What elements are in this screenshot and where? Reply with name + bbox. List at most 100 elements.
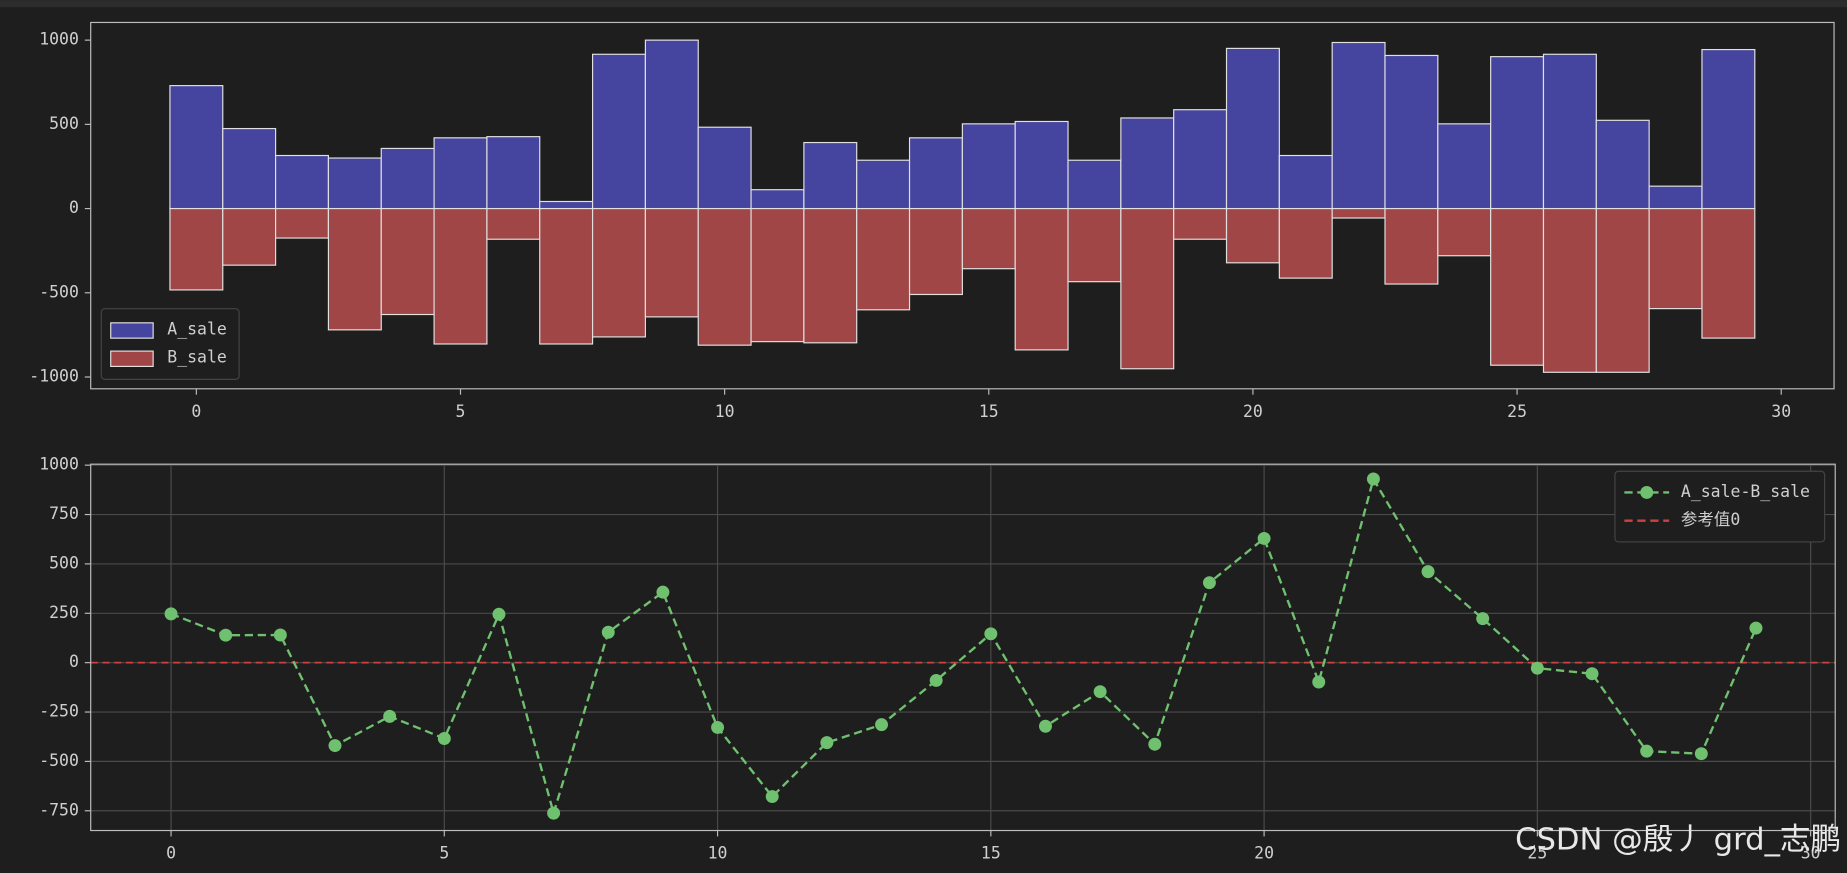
bar [380, 207, 435, 316]
bar [275, 154, 330, 210]
bar [1542, 207, 1597, 373]
x-tick-label: 30 [1801, 844, 1821, 863]
bar [380, 147, 435, 210]
marker [1421, 565, 1435, 579]
watermark: CSDN @殷丿 grd_志鹏 [1515, 823, 1841, 858]
bar [1278, 207, 1333, 279]
marker [601, 625, 615, 639]
bar [1437, 207, 1492, 257]
bar [1701, 207, 1756, 339]
marker [711, 720, 725, 734]
bar [275, 207, 330, 239]
bar [1490, 56, 1545, 210]
bar [486, 136, 541, 210]
bar [591, 53, 646, 210]
y-tick-label: -1000 [29, 367, 79, 386]
y-tick-label: 500 [49, 553, 79, 572]
marker [656, 585, 670, 599]
axes-frame [90, 21, 1835, 390]
x-tick-label: 5 [439, 844, 449, 863]
bar [750, 189, 805, 210]
bar [856, 207, 911, 311]
y-tick-label: -250 [39, 702, 79, 721]
bar [961, 123, 1016, 210]
y-tick-label: 0 [69, 652, 79, 671]
bar [1173, 207, 1228, 240]
marker [328, 739, 342, 753]
marker [929, 673, 943, 687]
bar [222, 127, 277, 210]
marker [547, 806, 561, 820]
bar [803, 207, 858, 344]
marker [984, 627, 998, 641]
x-tick-label: 15 [981, 844, 1001, 863]
x-tick-label: 25 [1507, 402, 1527, 421]
marker [437, 732, 451, 745]
bar [1595, 119, 1650, 210]
marker [164, 607, 178, 621]
bar [1331, 207, 1386, 219]
x-tick-label: 10 [715, 402, 735, 421]
bar [1595, 207, 1650, 373]
marker [1312, 675, 1326, 689]
bar [1120, 117, 1175, 210]
bar [1225, 207, 1280, 264]
bar [644, 39, 699, 210]
axes-frame [90, 463, 1836, 832]
bar [1648, 207, 1703, 310]
x-tick-label: 20 [1243, 402, 1263, 421]
bar [856, 159, 911, 210]
bar [1384, 207, 1439, 285]
data-line [170, 475, 1758, 818]
legend-swatch [110, 322, 154, 339]
y-tick-label: -750 [39, 800, 79, 819]
marker [1148, 737, 1162, 751]
y-tick-label: -500 [39, 282, 79, 301]
y-tick-label: -500 [39, 751, 79, 770]
bar [486, 207, 541, 240]
x-tick-label: 30 [1771, 402, 1791, 421]
marker [492, 607, 506, 621]
y-tick-label: 750 [49, 504, 79, 523]
bar [750, 207, 805, 343]
bar [433, 137, 488, 210]
marker [1530, 661, 1544, 675]
marker [219, 628, 233, 642]
bar [1225, 47, 1280, 210]
bar [169, 85, 224, 210]
bar [327, 207, 382, 331]
bar [539, 200, 594, 210]
marker [1039, 719, 1052, 733]
bar [1120, 207, 1175, 370]
y-tick-label: 500 [49, 114, 79, 133]
legend-box [1614, 470, 1826, 543]
legend-label: B_sale [167, 348, 227, 367]
bar [1384, 54, 1439, 210]
top-strip [0, 0, 1847, 8]
x-tick-label: 5 [456, 402, 466, 421]
bar [1648, 185, 1703, 210]
y-tick-label: 1000 [39, 455, 79, 474]
bar [1278, 154, 1333, 210]
x-tick-label: 0 [191, 402, 201, 421]
marker [765, 790, 779, 804]
bar [1173, 109, 1228, 210]
bar [1331, 41, 1386, 210]
marker [1093, 685, 1107, 699]
bar [1437, 123, 1492, 210]
marker [273, 628, 287, 642]
marker [1202, 576, 1216, 590]
bar [1542, 53, 1597, 210]
marker [1694, 747, 1708, 761]
legend-swatch [110, 350, 154, 368]
bar [908, 207, 963, 296]
y-tick-label: 0 [69, 198, 79, 217]
legend-label: A_sale [167, 319, 227, 338]
x-tick-label: 15 [979, 402, 999, 421]
marker [1476, 612, 1490, 626]
legend-label: A_sale-B_sale [1681, 482, 1810, 501]
marker [820, 736, 834, 750]
bar [1701, 48, 1756, 210]
marker [1749, 621, 1763, 635]
